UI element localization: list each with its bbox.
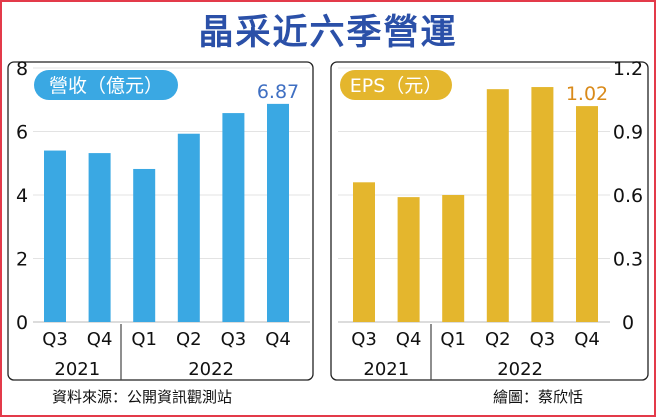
eps-legend-pill (340, 70, 452, 100)
revenue-y-tick-label: 2 (16, 249, 28, 271)
revenue-year-label: 2021 (54, 359, 100, 380)
revenue-bar (177, 133, 200, 322)
eps-x-tick-label: Q4 (574, 329, 600, 350)
source-note: 資料來源：公開資訊觀測站 (52, 388, 233, 406)
revenue-bar (133, 168, 156, 322)
revenue-legend-label: 營收（億元） (49, 75, 163, 97)
chart-title: 晶采近六季營運 (198, 13, 458, 53)
eps-x-tick-label: Q4 (396, 329, 422, 350)
eps-y-tick-label: 0.9 (613, 122, 643, 144)
revenue-bar (88, 153, 111, 322)
eps-legend-label: EPS（元） (350, 75, 443, 97)
eps-bar (353, 182, 375, 322)
revenue-bar (222, 113, 245, 323)
eps-bar (486, 89, 509, 323)
revenue-x-tick-label: Q3 (221, 329, 247, 350)
revenue-x-tick-label: Q4 (265, 329, 291, 350)
revenue-y-tick-label: 4 (16, 185, 28, 207)
revenue-x-tick-label: Q3 (42, 329, 68, 350)
eps-x-tick-label: Q3 (351, 329, 377, 350)
eps-bar (397, 197, 420, 322)
revenue-chart: 0 2 4 6 8 Q3 Q4 Q1 Q2 Q3 6.87 Q4 2021 2022 營收（億元） (7, 58, 314, 381)
revenue-year-label: 2022 (188, 359, 234, 380)
eps-y-tick-label: 0.3 (613, 249, 643, 271)
eps-bar (442, 195, 465, 322)
eps-bar (531, 87, 554, 322)
revenue-x-tick-label: Q2 (176, 329, 202, 350)
revenue-legend-pill (34, 70, 178, 100)
eps-year-label: 2021 (363, 359, 409, 380)
credit-note: 繪圖：蔡欣恬 (493, 388, 584, 406)
revenue-x-tick-label: Q4 (87, 329, 113, 350)
revenue-data-label: 6.87 (257, 81, 299, 103)
revenue-bar (44, 150, 66, 322)
eps-y-tick-label: 0 (622, 312, 634, 334)
eps-y-tick-label: 1.2 (613, 58, 643, 80)
eps-x-tick-label: Q3 (530, 329, 556, 350)
revenue-y-tick-label: 8 (16, 58, 28, 80)
revenue-y-tick-label: 0 (16, 312, 28, 334)
eps-data-label: 1.02 (566, 83, 608, 105)
eps-bar (576, 106, 598, 322)
eps-x-tick-label: Q1 (440, 329, 466, 350)
revenue-bar (267, 103, 289, 322)
eps-y-tick-label: 0.6 (613, 185, 643, 207)
eps-chart: 0 0.3 0.6 0.9 1.2 Q3 Q4 Q1 Q2 Q3 1.02 Q4 2021 2022 EPS… (330, 58, 649, 381)
revenue-x-tick-label: Q1 (131, 329, 157, 350)
eps-x-tick-label: Q2 (485, 329, 511, 350)
revenue-y-tick-label: 6 (16, 122, 28, 144)
eps-year-label: 2022 (497, 359, 543, 380)
